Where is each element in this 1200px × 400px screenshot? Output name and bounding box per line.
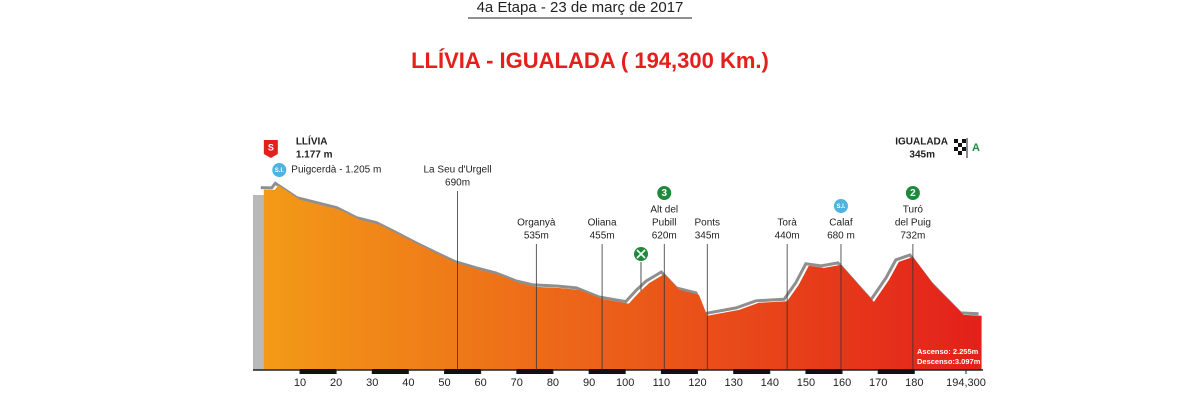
checker — [958, 151, 962, 155]
annotation-label: 535m — [524, 231, 549, 242]
x-tick-label: 120 — [688, 377, 706, 389]
x-tick-label: 130 — [724, 377, 742, 389]
feed-zone-cross — [636, 249, 646, 259]
x-tick-label: 194,300 — [946, 377, 986, 389]
axis-band — [805, 369, 843, 374]
annotation-label: 680 m — [827, 231, 855, 242]
x-tick-label: 40 — [402, 377, 414, 389]
annotation-label: Torà — [777, 218, 797, 229]
x-tick-label: 170 — [869, 377, 887, 389]
annotation-label: Turó — [903, 205, 924, 216]
subtitle: 4a Etapa - 23 de març de 2017 — [477, 0, 684, 16]
start-badge — [263, 140, 278, 158]
x-tick-label: 70 — [511, 377, 523, 389]
annotation-label: Oliana — [588, 218, 617, 229]
category-badge — [832, 198, 849, 214]
axis-band — [589, 369, 626, 374]
checker — [958, 143, 962, 147]
x-tick-label: 110 — [653, 377, 671, 389]
axis-band — [733, 369, 770, 374]
x-tick-label: 180 — [905, 377, 923, 389]
start-name: LLÍVIA — [296, 135, 328, 148]
chart-title: LLÍVIA - IGUALADA ( 194,300 Km.) — [411, 48, 769, 73]
annotation-label: del Puig — [895, 218, 931, 229]
x-tick-label: 140 — [761, 377, 779, 389]
axis-band — [444, 369, 481, 374]
x-tick-label: 90 — [583, 377, 595, 389]
category-badge — [904, 185, 921, 201]
axis-band — [878, 369, 915, 374]
start-elevation: 1.177 m — [296, 150, 333, 161]
annotation-label: Calaf — [829, 218, 853, 229]
finish-badge-text: A — [972, 142, 980, 154]
annotation-label: Ponts — [694, 218, 720, 229]
annotation-label: La Seu d'Urgell — [424, 165, 492, 176]
x-tick-label: 10 — [294, 377, 306, 389]
x-tick-label: 150 — [797, 377, 815, 389]
annotation-label: Pubill — [652, 218, 676, 229]
annotation-label: 690m — [445, 178, 470, 189]
axis-band — [299, 369, 337, 374]
stat-text: Descenso:3.097m — [917, 357, 981, 366]
x-tick-label: 80 — [547, 377, 559, 389]
checker — [962, 147, 966, 151]
checker — [954, 139, 958, 143]
category-badge — [271, 162, 288, 178]
axis-band — [661, 369, 698, 374]
category-badge-text: S.I. — [275, 168, 284, 174]
start-badge-text: S — [268, 142, 274, 152]
x-tick-label: 100 — [616, 377, 634, 389]
annotation-label: 455m — [590, 231, 615, 242]
category-badge-text: 3 — [661, 188, 667, 199]
annotation-label: Alt del — [650, 205, 678, 216]
category-badge-text: S.I. — [836, 204, 845, 210]
annotation-label: 620m — [652, 231, 677, 242]
x-tick-label: 60 — [475, 377, 487, 389]
finish-elevation: 345m — [909, 150, 935, 161]
annotation-label: Puigcerdà - 1.205 m — [291, 165, 381, 176]
start-strip — [253, 195, 264, 370]
checker — [962, 139, 966, 143]
category-badge — [656, 185, 673, 201]
stat-text: Ascenso: 2.255m — [917, 347, 979, 356]
x-tick-label: 160 — [833, 377, 851, 389]
annotation-label: Organyà — [517, 218, 556, 229]
annotation-label: 345m — [695, 231, 720, 242]
finish-name: IGUALADA — [895, 137, 948, 148]
profile-shadow — [260, 181, 979, 316]
profile-area — [263, 185, 982, 370]
axis-band — [372, 369, 409, 374]
category-badge-text: 2 — [910, 188, 916, 199]
x-tick-label: 50 — [438, 377, 450, 389]
annotation-label: 440m — [775, 231, 800, 242]
x-tick-label: 20 — [330, 377, 342, 389]
annotation-label: 732m — [900, 231, 925, 242]
axis-band — [516, 369, 553, 374]
x-tick-label: 30 — [366, 377, 378, 389]
checker — [954, 147, 958, 151]
